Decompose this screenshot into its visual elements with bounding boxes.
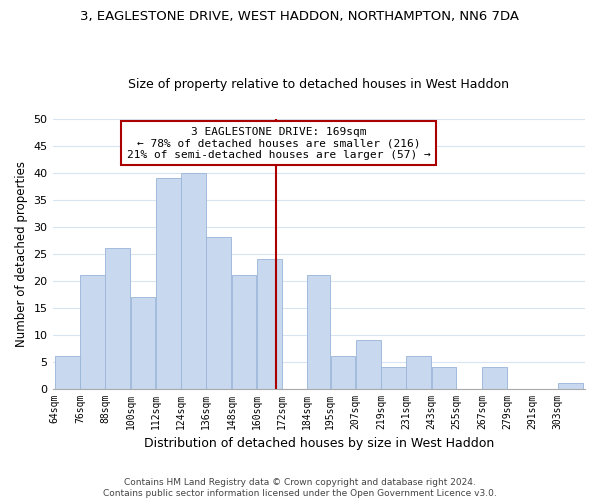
Bar — [181, 172, 206, 388]
Text: Contains HM Land Registry data © Crown copyright and database right 2024.
Contai: Contains HM Land Registry data © Crown c… — [103, 478, 497, 498]
Bar — [381, 367, 406, 388]
Bar — [206, 238, 231, 388]
Bar — [131, 297, 155, 388]
Bar — [482, 367, 507, 388]
Bar — [406, 356, 431, 388]
Title: Size of property relative to detached houses in West Haddon: Size of property relative to detached ho… — [128, 78, 509, 91]
Bar — [558, 383, 583, 388]
Bar — [331, 356, 355, 388]
Bar — [431, 367, 457, 388]
Bar — [55, 356, 80, 388]
Bar — [307, 275, 330, 388]
Bar — [356, 340, 380, 388]
Bar — [106, 248, 130, 388]
Text: 3, EAGLESTONE DRIVE, WEST HADDON, NORTHAMPTON, NN6 7DA: 3, EAGLESTONE DRIVE, WEST HADDON, NORTHA… — [80, 10, 520, 23]
Bar — [232, 275, 256, 388]
Bar — [257, 259, 281, 388]
Y-axis label: Number of detached properties: Number of detached properties — [15, 160, 28, 346]
Bar — [156, 178, 181, 388]
Text: 3 EAGLESTONE DRIVE: 169sqm
← 78% of detached houses are smaller (216)
21% of sem: 3 EAGLESTONE DRIVE: 169sqm ← 78% of deta… — [127, 126, 431, 160]
X-axis label: Distribution of detached houses by size in West Haddon: Distribution of detached houses by size … — [143, 437, 494, 450]
Bar — [80, 275, 105, 388]
